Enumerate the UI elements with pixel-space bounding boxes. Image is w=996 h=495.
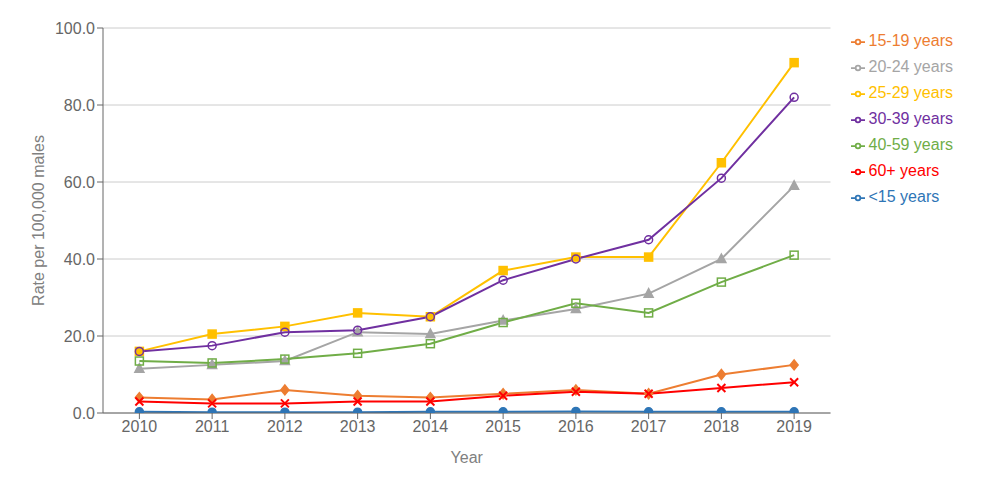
svg-text:2012: 2012	[267, 418, 303, 435]
svg-text:Rate per 100,000 males: Rate per 100,000 males	[30, 135, 47, 306]
html-text:25-29 years: 25-29 years	[868, 84, 953, 101]
svg-text:80.0: 80.0	[64, 97, 95, 114]
html-text:30-39 years: 30-39 years	[868, 110, 953, 127]
svg-text:Year: Year	[451, 449, 484, 466]
html-text:<15 years: <15 years	[868, 188, 940, 205]
svg-text:2018: 2018	[704, 418, 740, 435]
html-text:40-59 years: 40-59 years	[868, 136, 953, 153]
svg-text:2015: 2015	[485, 418, 521, 435]
svg-text:2011: 2011	[195, 418, 230, 435]
svg-text:2013: 2013	[340, 418, 376, 435]
svg-text:2010: 2010	[122, 418, 158, 435]
svg-text:2014: 2014	[413, 418, 449, 435]
svg-text:2017: 2017	[631, 418, 667, 435]
svg-text:40.0: 40.0	[64, 251, 95, 268]
html-text:15-19 years: 15-19 years	[868, 32, 953, 49]
html-text:60+ years: 60+ years	[868, 162, 940, 179]
svg-text:20.0: 20.0	[64, 328, 95, 345]
html-text:20-24 years: 20-24 years	[868, 58, 953, 75]
svg-text:2016: 2016	[558, 418, 594, 435]
svg-text:0.0: 0.0	[73, 405, 95, 422]
svg-text:100.0: 100.0	[55, 20, 95, 37]
svg-text:2019: 2019	[776, 418, 812, 435]
svg-text:60.0: 60.0	[64, 174, 95, 191]
